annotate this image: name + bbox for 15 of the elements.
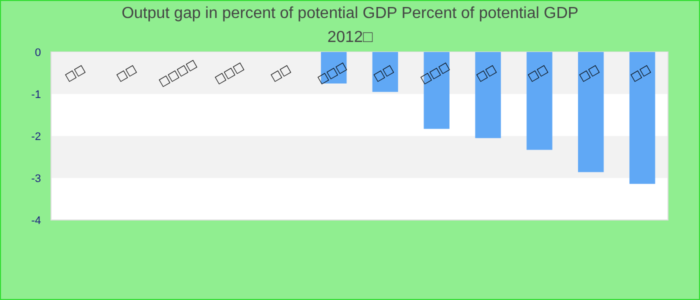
chart-subtitle: 2012□ <box>327 29 373 46</box>
x-tick-label: □□ <box>628 62 653 84</box>
x-tick-label: □□ <box>268 62 293 84</box>
x-tick-label: □□ <box>525 62 550 84</box>
y-tick-label: -3 <box>31 172 41 185</box>
x-tick-label: □□ <box>114 62 139 84</box>
y-tick-label: -4 <box>31 214 41 227</box>
x-tick-label: □□ <box>371 62 396 84</box>
y-tick-label: -1 <box>31 88 41 101</box>
x-tick-label: □□ <box>474 62 499 84</box>
y-tick-label: -2 <box>31 130 41 143</box>
x-tick-label: □□ <box>576 62 602 84</box>
y-tick-label: 0 <box>34 46 41 59</box>
x-tick-label: □□ <box>62 62 88 84</box>
chart-title: Output gap in percent of potential GDP Percent of potential GDP <box>122 5 578 22</box>
